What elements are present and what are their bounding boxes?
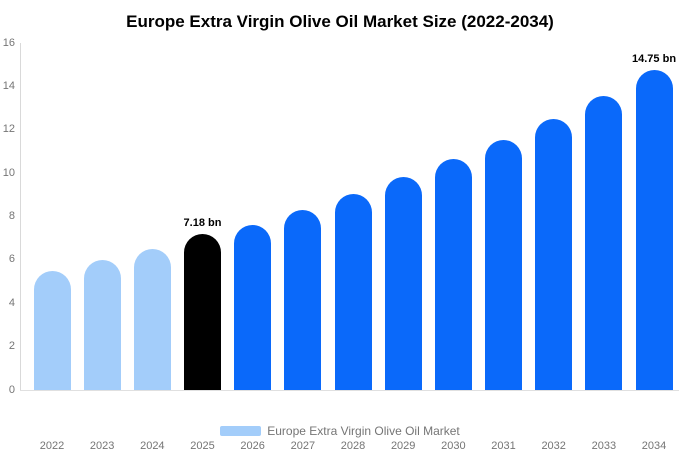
y-tick-14: 14: [2, 79, 15, 92]
bar-2026[interactable]: [234, 224, 272, 390]
y-tick-10: 10: [2, 166, 15, 179]
x-label-2024: 2024: [140, 440, 165, 450]
bar-2033[interactable]: [585, 96, 623, 390]
y-axis-line: [20, 43, 21, 390]
bar-2023[interactable]: [83, 260, 121, 390]
y-tick-12: 12: [2, 123, 15, 136]
x-label-2031: 2031: [491, 440, 516, 450]
x-label-2032: 2032: [541, 440, 566, 450]
value-label-2034: 14.75 bn: [632, 53, 677, 66]
bar-2032[interactable]: [535, 118, 573, 390]
y-tick-16: 16: [2, 36, 15, 49]
x-label-2034: 2034: [641, 440, 667, 450]
x-label-2029: 2029: [390, 440, 416, 450]
bar-2022[interactable]: [33, 270, 71, 390]
x-axis-line: [20, 390, 679, 391]
bar-2025[interactable]: [184, 234, 221, 390]
x-label-2023: 2023: [89, 440, 115, 450]
y-tick-6: 6: [8, 253, 15, 266]
legend[interactable]: Europe Extra Virgin Olive Oil Market: [0, 424, 680, 438]
legend-swatch-icon: [220, 426, 262, 436]
bar-2028[interactable]: [334, 193, 372, 390]
x-label-2028: 2028: [340, 440, 366, 450]
y-tick-4: 4: [8, 296, 15, 309]
bar-2024[interactable]: [133, 249, 171, 390]
x-label-2025: 2025: [190, 440, 215, 450]
bar-2029[interactable]: [384, 176, 422, 390]
y-tick-2: 2: [8, 340, 15, 353]
x-label-2022: 2022: [39, 440, 65, 450]
bar-2030[interactable]: [434, 159, 472, 390]
value-label-2025: 7.18 bn: [183, 217, 222, 230]
x-label-2027: 2027: [290, 440, 316, 450]
bar-2031[interactable]: [485, 139, 523, 390]
x-label-2030: 2030: [441, 440, 466, 450]
plot-area: 0 2 4 6 8 10 12 14 16 7.18 bn 14.75 bn 2022 2023 20…: [3, 37, 679, 450]
x-label-2033: 2033: [591, 440, 617, 450]
bar-2034[interactable]: [635, 70, 673, 390]
legend-label: Europe Extra Virgin Olive Oil Market: [267, 424, 460, 438]
chart-title: Europe Extra Virgin Olive Oil Market Siz…: [126, 12, 554, 31]
y-tick-0: 0: [8, 383, 15, 396]
bar-2027[interactable]: [284, 209, 322, 390]
y-tick-8: 8: [8, 210, 15, 222]
x-label-2026: 2026: [240, 440, 265, 450]
